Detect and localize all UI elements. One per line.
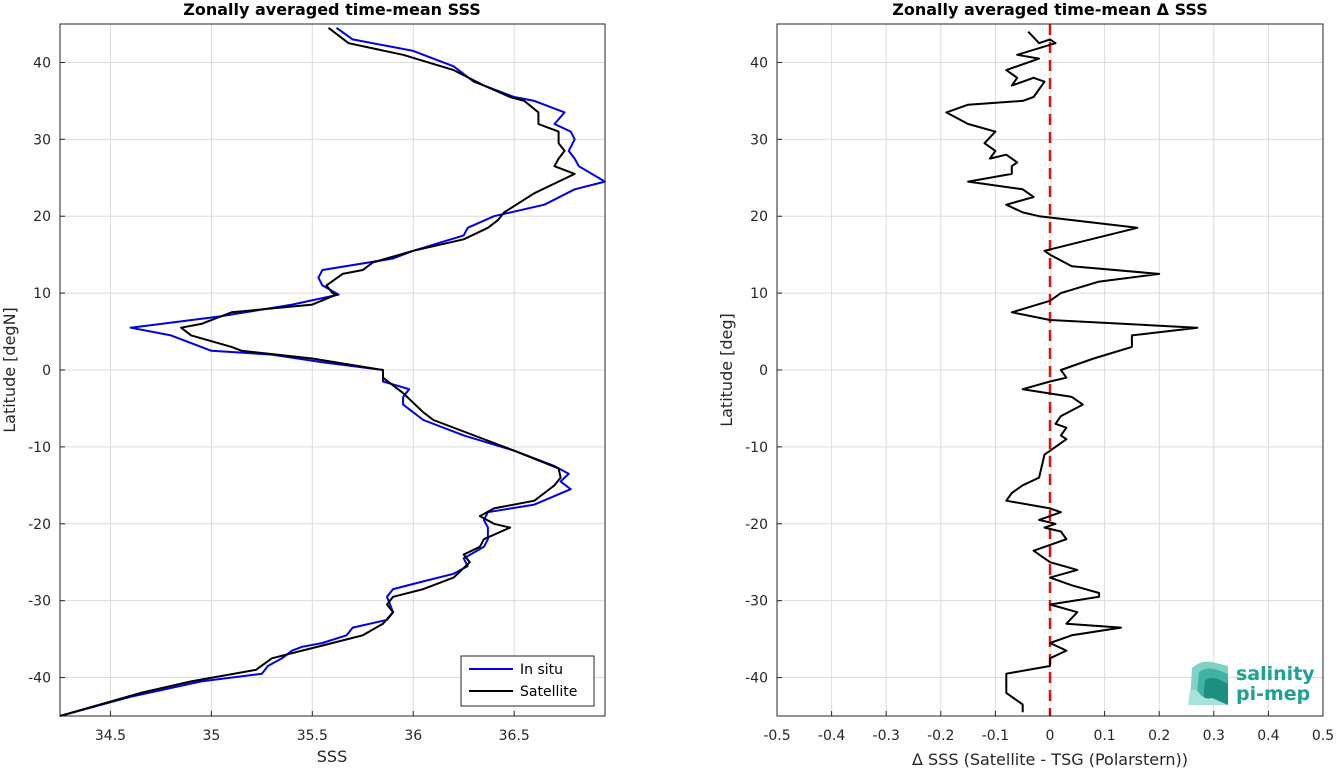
y-tick-label: 0 [759,363,768,379]
x-tick-label: -0.5 [763,728,790,744]
y-tick-label: 20 [750,209,768,225]
x-tick-label: -0.3 [873,728,900,744]
y-tick-label: 10 [33,286,51,302]
delta-chart-title: Zonally averaged time-mean Δ SSS [892,0,1208,19]
delta-x-axis-label: Δ SSS (Satellite - TSG (Polarstern)) [912,750,1188,769]
y-tick-label: 20 [33,209,51,225]
y-tick-label: 10 [750,286,768,302]
delta-y-ticks: -40 -30 -20 -10 0 10 20 30 40 [745,55,782,687]
legend-box [460,655,595,707]
x-tick-label: -0.2 [927,728,954,744]
x-tick-label: 35 [202,728,220,744]
y-tick-label: -40 [745,671,768,687]
x-tick-label: 0.3 [1203,728,1225,744]
x-tick-label: -0.1 [982,728,1009,744]
delta-y-axis-label: Latitude [deg] [717,313,736,427]
delta-sss-series-line [945,31,1199,713]
x-tick-label: 36.5 [499,728,530,744]
satellite-series-line [59,27,576,717]
sss-panel: Zonally averaged time-mean SSS 34.5 35 35.… [0,0,606,766]
x-tick-label: 0.5 [1312,728,1334,744]
sss-y-axis-label: Latitude [degN] [0,307,19,433]
logo-line1: salinity [1236,663,1315,685]
x-tick-label: 34.5 [95,728,126,744]
x-tick-label: 35.5 [297,728,328,744]
in-situ-series-line [59,26,606,717]
delta-lines [945,31,1199,713]
y-tick-label: 30 [33,132,51,148]
y-tick-label: 40 [750,55,768,71]
sss-lines [59,26,606,717]
logo-wave-icon [1188,661,1228,705]
sss-x-axis-label: SSS [317,747,347,766]
y-tick-label: 0 [42,363,51,379]
logo-line2: pi-mep [1236,683,1310,705]
y-tick-label: -20 [745,517,768,533]
x-tick-label: 0.1 [1093,728,1115,744]
sss-y-ticks: -40 -30 -20 -10 0 10 20 30 40 [28,55,65,687]
y-tick-label: -30 [28,594,51,610]
y-tick-label: -10 [745,440,768,456]
x-tick-label: -0.4 [818,728,845,744]
x-tick-label: 0.4 [1257,728,1279,744]
x-tick-label: 36 [404,728,422,744]
x-tick-label: 0 [1046,728,1055,744]
y-tick-label: -10 [28,440,51,456]
x-tick-label: 0.2 [1148,728,1170,744]
legend-insitu-label: In situ [520,662,563,678]
sss-legend: In situ Satellite [460,655,595,707]
y-tick-label: -40 [28,671,51,687]
y-tick-label: 30 [750,132,768,148]
y-tick-label: 40 [33,55,51,71]
delta-x-ticks: -0.5 -0.4 -0.3 -0.2 -0.1 0 0.1 0.2 0.3 0.4 0.5 [763,711,1334,744]
salinity-pi-mep-logo: salinity pi-mep [1188,661,1315,705]
sss-x-ticks: 34.5 35 35.5 36 36.5 [95,711,530,744]
legend-satellite-label: Satellite [520,684,577,700]
delta-sss-panel: Zonally averaged time-mean Δ SSS -0.5 -0.… [717,0,1334,769]
y-tick-label: -20 [28,517,51,533]
sss-grid [60,24,605,716]
y-tick-label: -30 [745,594,768,610]
sss-chart-title: Zonally averaged time-mean SSS [183,0,481,19]
